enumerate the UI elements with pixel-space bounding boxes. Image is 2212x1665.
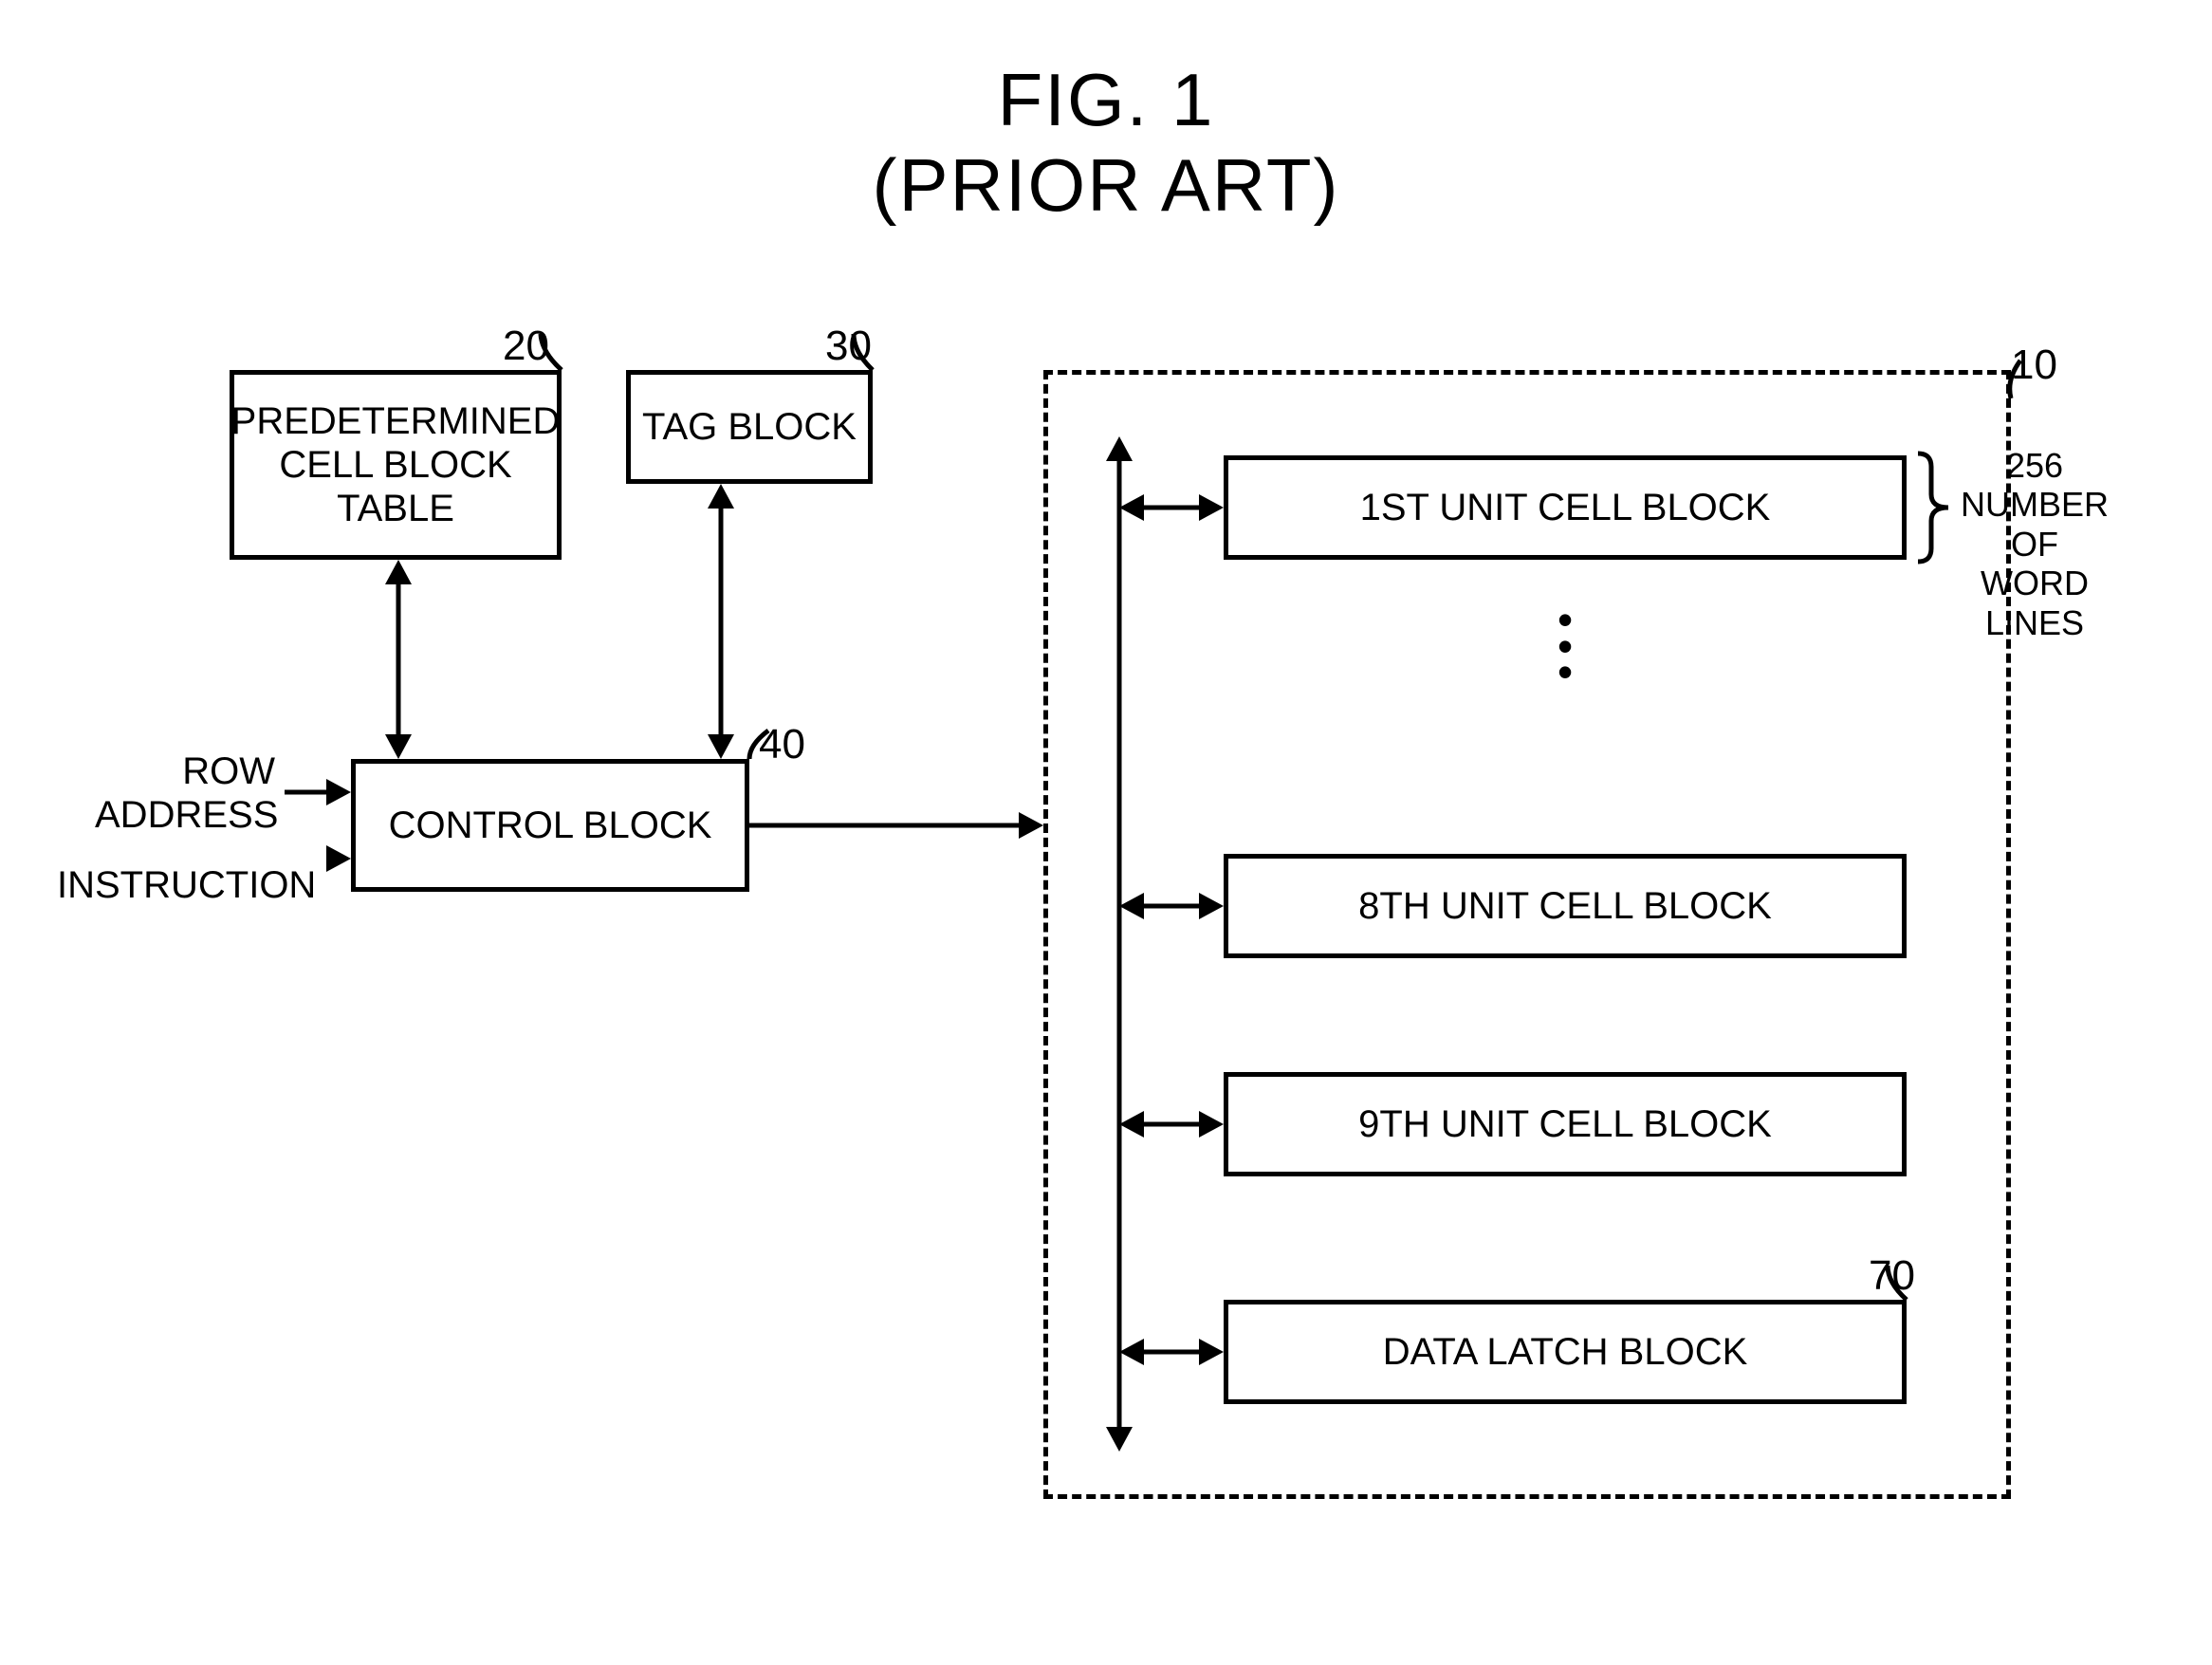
control-block-label: CONTROL BLOCK: [389, 804, 712, 847]
diagram-canvas: FIG. 1 (PRIOR ART) PREDETERMINED CELL BL…: [0, 0, 2212, 1665]
ref-20: 20: [503, 323, 549, 370]
ref-30: 30: [825, 323, 872, 370]
unit-cell-block-1-label: 1ST UNIT CELL BLOCK: [1360, 486, 1771, 529]
data-latch-block: DATA LATCH BLOCK: [1224, 1300, 1907, 1404]
figure-title-line1: FIG. 1: [0, 57, 2212, 143]
ref-70: 70: [1869, 1252, 1915, 1300]
tag-block-label: TAG BLOCK: [642, 405, 857, 449]
unit-cell-block-9: 9TH UNIT CELL BLOCK: [1224, 1072, 1907, 1176]
predetermined-cell-block-table-label: PREDETERMINED CELL BLOCK TABLE: [231, 399, 561, 530]
vertical-ellipsis: •••: [1556, 607, 1575, 686]
ref-10: 10: [2011, 342, 2057, 389]
instruction-label: INSTRUCTION: [57, 863, 316, 907]
row-address-label: ROW ADDRESS: [95, 749, 275, 837]
unit-cell-block-1: 1ST UNIT CELL BLOCK: [1224, 455, 1907, 560]
figure-title-line2: (PRIOR ART): [0, 142, 2212, 229]
predetermined-cell-block-table: PREDETERMINED CELL BLOCK TABLE: [230, 370, 562, 560]
ref-40: 40: [759, 721, 805, 768]
unit-cell-block-8: 8TH UNIT CELL BLOCK: [1224, 854, 1907, 958]
tag-block: TAG BLOCK: [626, 370, 873, 484]
control-block: CONTROL BLOCK: [351, 759, 749, 892]
data-latch-block-label: DATA LATCH BLOCK: [1383, 1330, 1748, 1374]
unit-cell-block-9-label: 9TH UNIT CELL BLOCK: [1358, 1102, 1772, 1146]
word-lines-annotation: 256 NUMBER OF WORD LINES: [1954, 446, 2115, 642]
unit-cell-block-8-label: 8TH UNIT CELL BLOCK: [1358, 884, 1772, 928]
